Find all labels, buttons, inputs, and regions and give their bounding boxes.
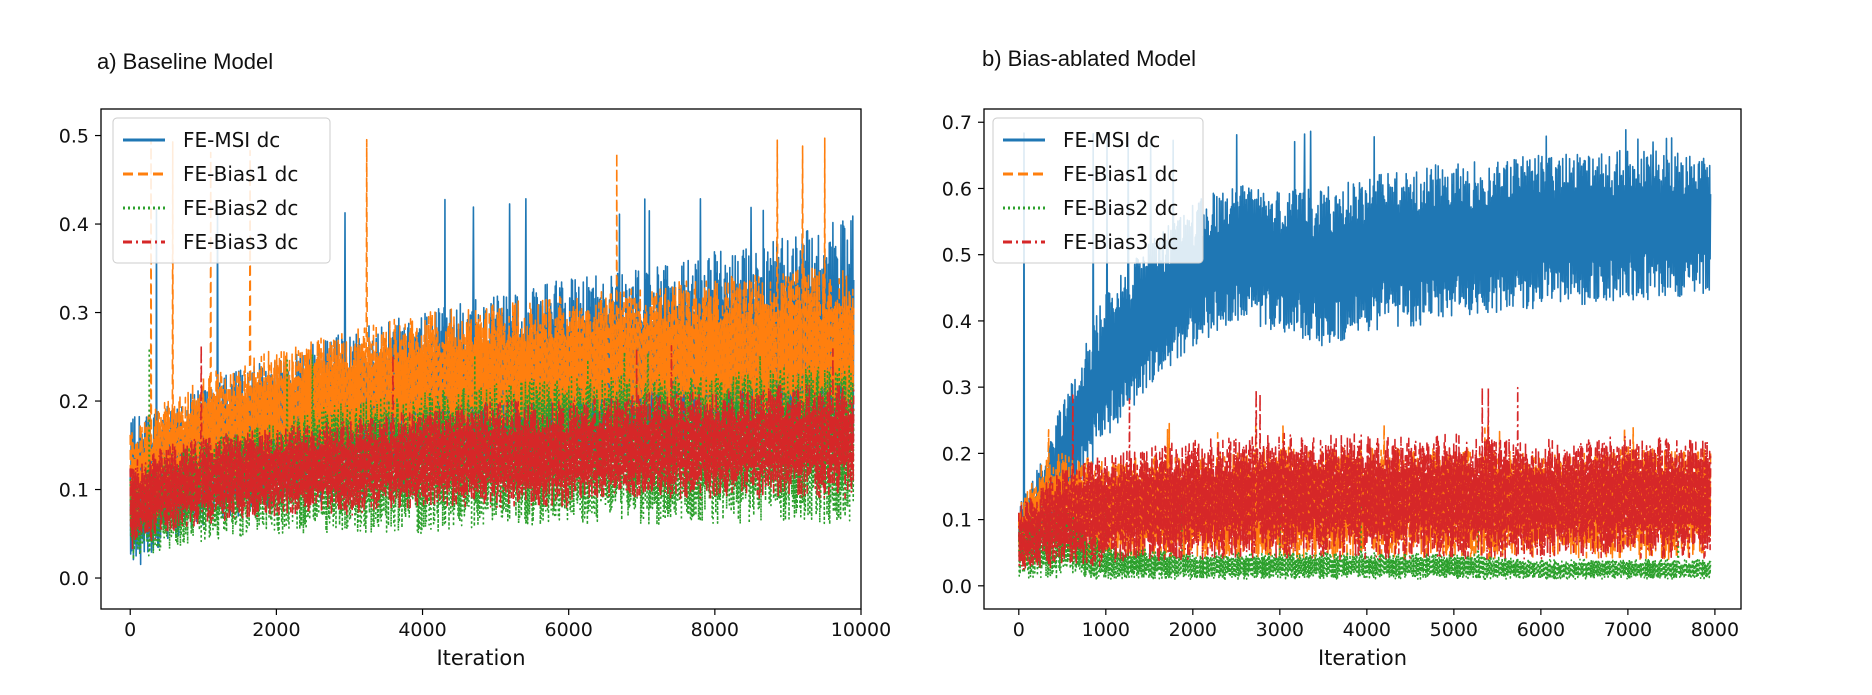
panel-a-title: a) Baseline Model (97, 49, 274, 74)
y-tick-label: 0.3 (59, 303, 89, 325)
x-tick-label: 2000 (1169, 619, 1217, 641)
series-line-fe-bias3-dc (1018, 386, 1712, 572)
y-tick-label: 0.1 (942, 510, 972, 532)
y-tick-label: 0.5 (59, 126, 89, 148)
x-tick-label: 7000 (1604, 619, 1652, 641)
plot-area (129, 137, 855, 566)
x-tick-label: 8000 (691, 619, 739, 641)
series-line-fe-bias2-dc (1018, 494, 1712, 580)
legend-box (992, 117, 1204, 264)
legend-label: FE-Bias1 dc (1063, 162, 1178, 186)
x-tick-label: 10000 (831, 619, 891, 641)
x-tick-label: 5000 (1430, 619, 1478, 641)
y-tick-label: 0.4 (59, 214, 89, 236)
y-tick-label: 0.7 (942, 112, 972, 134)
x-tick-label: 4000 (1343, 619, 1391, 641)
x-tick-label: 0 (1013, 619, 1025, 641)
y-tick-label: 0.0 (942, 576, 972, 598)
series-line-fe-bias3-dc (129, 344, 855, 551)
x-axis-label: Iteration (436, 646, 525, 670)
chart-1: 0 1000 2000 3000 4000 5000 6000 7000 8000 0.0 0.1 0… (942, 108, 1742, 670)
plot-frame (100, 108, 862, 610)
y-tick-label: 0.1 (59, 480, 89, 502)
x-tick-label: 4000 (398, 619, 446, 641)
chart-0: 0 2000 4000 6000 8000 10000 0.0 0.1 0.2 0.3 0.4 0.5… (59, 108, 891, 670)
x-tick-label: 6000 (545, 619, 593, 641)
legend-label: FE-MSI dc (183, 128, 280, 152)
legend-label: FE-Bias3 dc (1063, 230, 1178, 254)
legend-label: FE-Bias3 dc (183, 230, 298, 254)
x-tick-label: 2000 (252, 619, 300, 641)
legend-label: FE-Bias2 dc (1063, 196, 1178, 220)
y-tick-label: 0.2 (59, 391, 89, 413)
x-axis-label: Iteration (1318, 646, 1407, 670)
y-tick-label: 0.2 (942, 443, 972, 465)
x-tick-label: 8000 (1691, 619, 1739, 641)
series-line-fe-msi-dc (1018, 128, 1712, 562)
panel-b-title: b) Bias-ablated Model (982, 46, 1197, 71)
x-tick-label: 3000 (1256, 619, 1304, 641)
y-tick-label: 0.6 (942, 178, 972, 200)
legend-label: FE-MSI dc (1063, 128, 1160, 152)
x-tick-label: 0 (124, 619, 136, 641)
x-tick-label: 1000 (1082, 619, 1130, 641)
y-tick-label: 0.5 (942, 245, 972, 267)
plot-area (1018, 128, 1712, 580)
x-tick-label: 6000 (1517, 619, 1565, 641)
legend-label: FE-Bias1 dc (183, 162, 298, 186)
legend-label: FE-Bias2 dc (183, 196, 298, 220)
legend-box (112, 117, 331, 264)
plot-frame (983, 108, 1742, 610)
y-tick-label: 0.0 (59, 568, 89, 590)
y-tick-label: 0.4 (942, 311, 972, 333)
y-tick-label: 0.3 (942, 377, 972, 399)
